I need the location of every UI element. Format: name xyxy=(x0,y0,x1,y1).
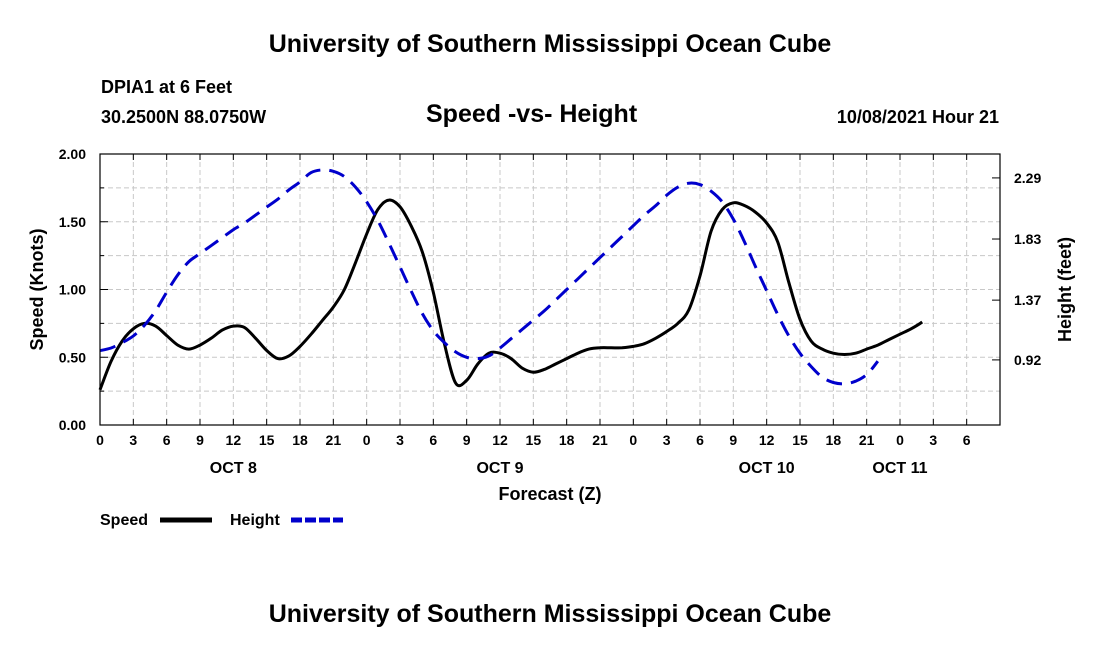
x-tick-label: 21 xyxy=(592,432,608,448)
y-tick-label-right: 1.83 xyxy=(1014,231,1041,247)
x-tick-label: 18 xyxy=(559,432,575,448)
x-tick-label: 3 xyxy=(396,432,404,448)
chart-title-top: University of Southern Mississippi Ocean… xyxy=(268,30,832,58)
x-tick-label: 0 xyxy=(96,432,104,448)
y-tick-label-left: 2.00 xyxy=(59,146,86,162)
x-tick-label: 0 xyxy=(629,432,637,448)
forecast-datetime: 10/08/2021 Hour 21 xyxy=(836,107,999,127)
x-tick-label: 12 xyxy=(492,432,508,448)
y-tick-label-left: 0.50 xyxy=(59,349,86,365)
y-tick-label-left: 1.50 xyxy=(59,214,86,230)
x-day-label: OCT 8 xyxy=(210,460,257,477)
x-day-label: OCT 11 xyxy=(872,460,927,477)
x-tick-label: 6 xyxy=(163,432,171,448)
chart-title-bottom: University of Southern Mississippi Ocean… xyxy=(268,600,832,628)
x-tick-label: 6 xyxy=(429,432,437,448)
x-tick-label: 21 xyxy=(859,432,875,448)
x-tick-label: 12 xyxy=(759,432,775,448)
x-tick-label: 3 xyxy=(663,432,671,448)
y-tick-label-left: 1.00 xyxy=(59,282,86,298)
height-series-line xyxy=(99,168,879,386)
x-tick-label: 15 xyxy=(792,432,808,448)
x-tick-label: 3 xyxy=(929,432,937,448)
station-label: DPIA1 at 6 Feet xyxy=(101,77,233,97)
grid-lines xyxy=(100,154,1000,425)
speed-series-line xyxy=(98,198,924,391)
x-tick-label: 12 xyxy=(226,432,242,448)
x-day-label: OCT 9 xyxy=(476,460,523,477)
x-tick-label: 9 xyxy=(729,432,737,448)
x-tick-label: 15 xyxy=(526,432,542,448)
x-tick-label: 15 xyxy=(259,432,275,448)
x-tick-label: 6 xyxy=(696,432,704,448)
x-tick-label: 3 xyxy=(129,432,137,448)
y-axis-label-left: Speed (Knots) xyxy=(27,228,47,350)
y-tick-label-right: 2.29 xyxy=(1014,170,1041,186)
x-tick-label: 9 xyxy=(196,432,204,448)
y-axis-label-right: Height (feet) xyxy=(1055,237,1075,342)
x-day-label: OCT 10 xyxy=(739,460,795,477)
legend: Speed Height xyxy=(100,512,343,529)
x-tick-label: 0 xyxy=(363,432,371,448)
x-tick-label: 21 xyxy=(326,432,342,448)
y-tick-label-right: 1.37 xyxy=(1014,292,1041,308)
legend-label-speed: Speed xyxy=(100,512,148,529)
y-tick-label-left: 0.00 xyxy=(59,417,86,433)
x-tick-label: 0 xyxy=(896,432,904,448)
chart-subtitle: Speed -vs- Height xyxy=(426,100,638,128)
x-tick-label: 6 xyxy=(963,432,971,448)
coordinates-label: 30.2500N 88.0750W xyxy=(101,107,267,127)
axis-ticks: 0 3 6 9 12 15 18 21 0 3 6 9 12 15 18 21 0 3 6 9 12 15 18 21 0 3 6 O… xyxy=(59,146,1042,477)
x-tick-label: 9 xyxy=(463,432,471,448)
x-tick-label: 18 xyxy=(292,432,308,448)
x-tick-label: 18 xyxy=(826,432,842,448)
y-tick-label-right: 0.92 xyxy=(1014,352,1041,368)
legend-label-height: Height xyxy=(230,512,280,529)
x-axis-label: Forecast (Z) xyxy=(498,484,601,504)
series-lines xyxy=(98,168,924,391)
